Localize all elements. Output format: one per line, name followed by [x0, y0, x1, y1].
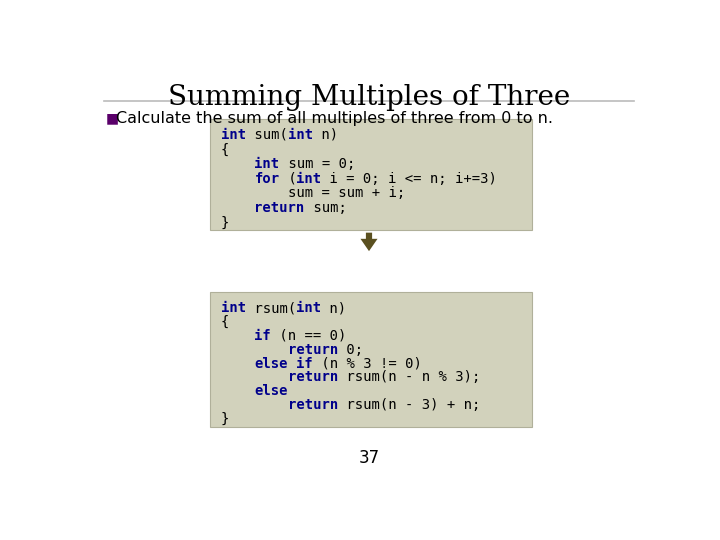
Text: i = 0; i <= n; i+=3): i = 0; i <= n; i+=3): [321, 172, 498, 186]
Text: (n % 3 != 0): (n % 3 != 0): [313, 356, 422, 370]
Text: int: int: [288, 128, 313, 142]
Text: rsum(: rsum(: [246, 301, 297, 315]
Text: 37: 37: [359, 449, 379, 467]
Text: int: int: [297, 172, 321, 186]
Text: int: int: [221, 128, 246, 142]
Text: return: return: [288, 398, 338, 412]
Text: rsum(n - n % 3);: rsum(n - n % 3);: [338, 370, 481, 384]
Text: Calculate the sum of all multiples of three from 0 to n.: Calculate the sum of all multiples of th…: [117, 111, 554, 126]
Text: {: {: [221, 315, 230, 329]
Text: sum;: sum;: [305, 201, 346, 215]
Text: n): n): [313, 128, 338, 142]
Text: n): n): [321, 301, 346, 315]
Text: sum(: sum(: [246, 128, 288, 142]
Text: for: for: [254, 172, 279, 186]
Text: if: if: [297, 356, 313, 370]
Text: }: }: [221, 215, 230, 230]
Text: else: else: [254, 384, 288, 399]
Text: return: return: [288, 370, 338, 384]
Text: if: if: [254, 329, 271, 343]
FancyBboxPatch shape: [210, 292, 532, 427]
Text: else: else: [254, 356, 288, 370]
FancyBboxPatch shape: [210, 119, 532, 231]
Text: {: {: [221, 143, 230, 157]
Polygon shape: [361, 233, 377, 251]
Text: return: return: [254, 201, 305, 215]
Text: int: int: [221, 301, 246, 315]
Text: sum = 0;: sum = 0;: [279, 157, 355, 171]
Text: (: (: [279, 172, 297, 186]
Text: int: int: [297, 301, 321, 315]
Text: 0;: 0;: [338, 343, 364, 357]
Text: sum = sum + i;: sum = sum + i;: [221, 186, 405, 200]
Text: return: return: [288, 343, 338, 357]
Text: int: int: [254, 157, 279, 171]
Text: ■: ■: [106, 111, 119, 125]
Text: (n == 0): (n == 0): [271, 329, 346, 343]
Text: }: }: [221, 412, 230, 426]
Text: Summing Multiples of Three: Summing Multiples of Three: [168, 84, 570, 111]
Text: rsum(n - 3) + n;: rsum(n - 3) + n;: [338, 398, 481, 412]
